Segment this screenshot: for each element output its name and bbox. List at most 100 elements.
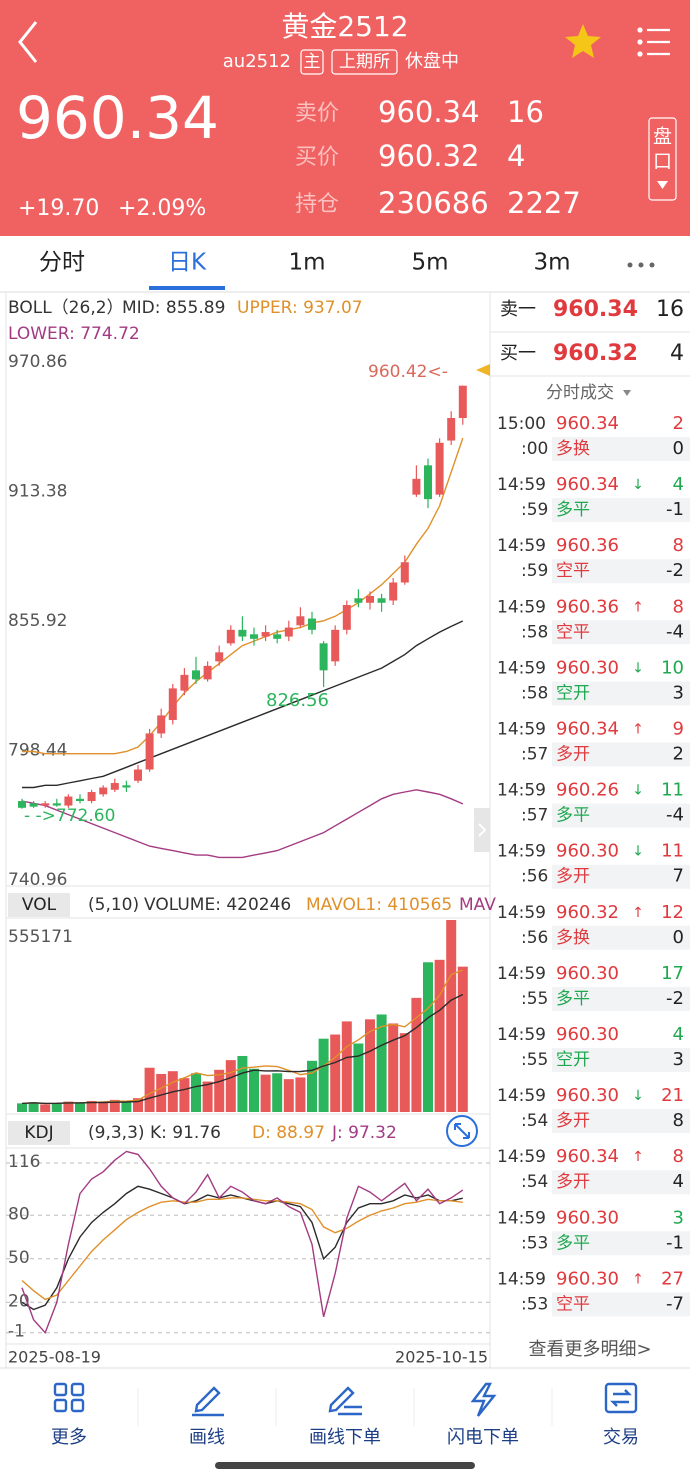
volume-bar <box>399 1033 410 1112</box>
trade-price: 960.30 <box>556 1207 619 1228</box>
trades-title[interactable]: 分时成交 <box>546 383 614 403</box>
trade-arrow: ↓ <box>632 844 644 860</box>
volume-bar <box>307 1060 317 1112</box>
change: +19.70 <box>18 196 99 221</box>
volume-bar <box>86 1100 97 1112</box>
trade-time: 14:59 <box>497 658 546 678</box>
last-price: 960.34 <box>16 84 219 152</box>
row-bg <box>552 986 690 1011</box>
indicator-line <box>22 437 464 755</box>
volume-bar <box>283 1079 294 1112</box>
side-handle[interactable] <box>474 808 490 852</box>
trade-second: :55 <box>521 989 548 1009</box>
volume-bar <box>121 1100 132 1112</box>
trade-volume: 8 <box>673 535 684 556</box>
volume-bar <box>109 1099 120 1112</box>
tab[interactable]: 分时 <box>39 250 85 276</box>
book-button-label: 口 <box>653 151 672 173</box>
book-button[interactable] <box>648 117 677 201</box>
kdj-labels: KDJ (9,3,3) K: 91.76 D: 88.97 J: 97.32 <box>24 1123 396 1143</box>
candle-body <box>308 618 316 630</box>
trade-second: :58 <box>521 622 548 642</box>
nav-label[interactable]: 交易 <box>603 1427 639 1448</box>
book-button-label: 盘 <box>653 126 672 148</box>
back-button[interactable] <box>18 21 38 63</box>
row-bg <box>552 1048 690 1072</box>
volume-chart: 555171 <box>8 920 468 1112</box>
trade-price: 960.36 <box>556 596 619 617</box>
y-tick-label: 50 <box>8 1248 30 1268</box>
trade-second: :56 <box>521 867 548 887</box>
nav-label[interactable]: 画线 <box>189 1427 225 1448</box>
expand-button[interactable] <box>446 1115 478 1147</box>
quote-volume: 4 <box>507 139 525 173</box>
trade-second: :59 <box>521 561 548 581</box>
row-bg <box>552 1231 690 1256</box>
row-bg <box>552 681 690 706</box>
row-bg <box>552 437 690 461</box>
tab[interactable]: 3m <box>533 250 570 276</box>
row-bg <box>552 925 690 950</box>
trade-volume: 12 <box>661 902 684 923</box>
candle-body <box>41 803 50 806</box>
trade-second: :54 <box>521 1172 548 1192</box>
nav-label[interactable]: 更多 <box>51 1427 87 1448</box>
volume-bar <box>75 1102 85 1112</box>
tab[interactable]: 1m <box>288 250 325 276</box>
trade-time: 14:59 <box>497 964 546 984</box>
y-tick-label: 555171 <box>8 927 73 947</box>
candle-body <box>87 792 96 802</box>
candle-body <box>366 596 374 603</box>
trade-type: 多开 <box>556 1111 590 1131</box>
nav-label[interactable]: 画线下单 <box>309 1427 381 1448</box>
candle-body <box>238 629 247 637</box>
home-indicator <box>215 1462 475 1469</box>
y-tick-label: 80 <box>8 1204 30 1224</box>
indicator-label: (9,3,3) <box>88 1123 145 1143</box>
candle-body <box>192 670 200 680</box>
trade-price: 960.30 <box>556 657 619 678</box>
more-link[interactable]: 查看更多明细> <box>528 1339 651 1360</box>
indicator-label: LOWER: 774.72 <box>8 324 140 344</box>
more-tabs[interactable] <box>627 262 655 268</box>
nav-icons <box>53 1382 638 1417</box>
trade-second: :55 <box>521 1050 548 1070</box>
code: au2512 <box>223 51 291 72</box>
trade-second: :59 <box>521 500 548 520</box>
book-price: 960.34 <box>553 297 638 322</box>
trade-time: 14:59 <box>497 1025 546 1045</box>
nav: 更多 画线 画线下单 闪电下单 交易 <box>51 1427 639 1448</box>
quotes: 卖价 960.34 16 买价 960.32 4 持仓 230686 2227 <box>295 95 581 220</box>
indicator-line <box>22 620 464 789</box>
book-label: 卖一 <box>500 299 536 320</box>
trade-type: 多平 <box>556 1233 590 1253</box>
candle-body <box>145 733 154 770</box>
quote-volume: 2227 <box>507 186 581 220</box>
trade-volume: 8 <box>673 596 684 617</box>
trade-second: :54 <box>521 1111 548 1131</box>
nav-label[interactable]: 闪电下单 <box>447 1427 519 1448</box>
candle-body <box>412 478 421 495</box>
candle-body <box>110 783 119 790</box>
trade-second: :56 <box>521 928 548 948</box>
kdj-chart: 116 80 50 20 -1 <box>6 1150 490 1342</box>
trade-arrow: ↑ <box>632 1271 644 1287</box>
favorite-star[interactable] <box>565 24 601 58</box>
trade-second: :57 <box>521 745 548 765</box>
candle-body <box>284 627 293 637</box>
trade-time: 14:59 <box>497 1147 546 1167</box>
trade-change: 3 <box>673 1049 684 1070</box>
menu-icon[interactable] <box>637 27 671 57</box>
indicator-label: K: 91.76 <box>150 1123 221 1143</box>
trade-type: 空平 <box>556 622 590 642</box>
trade-price: 960.26 <box>556 780 619 801</box>
quote-label: 卖价 <box>295 101 339 126</box>
quote-price: 230686 <box>378 186 489 220</box>
trade-change: -1 <box>666 1232 684 1253</box>
candle-body <box>52 803 61 806</box>
tab[interactable]: 日K <box>168 250 207 276</box>
volume-bar <box>28 1102 39 1112</box>
tab[interactable]: 5m <box>411 250 448 276</box>
trade-change: 8 <box>673 1110 684 1131</box>
